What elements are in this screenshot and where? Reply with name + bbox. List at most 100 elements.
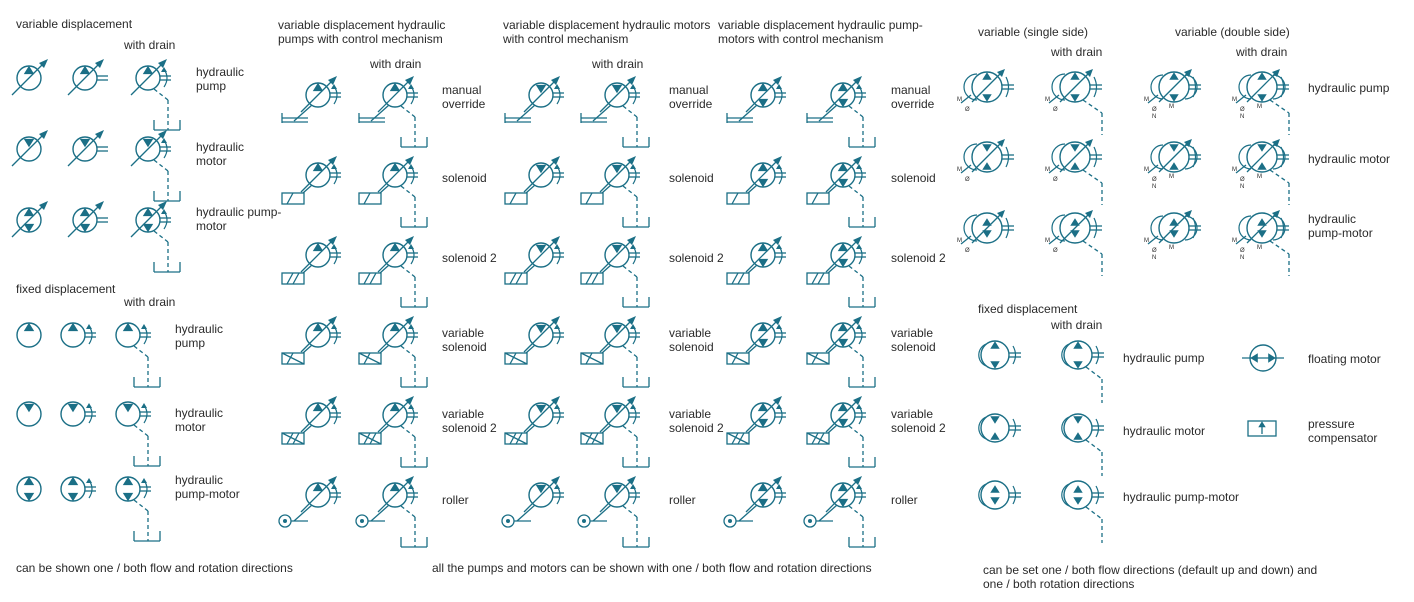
svg-text:M: M	[1169, 245, 1174, 251]
mid-c0-r4-drain-symbol	[358, 396, 428, 468]
left-variable-label-pump: hydraulic pump	[196, 65, 245, 93]
right-fix-r0-c0-symbol	[978, 340, 1021, 370]
left-variable-with-drain: with drain	[124, 38, 176, 52]
right-fixed-with-drain: with drain	[1051, 318, 1103, 332]
left-var-0-drain-symbol	[130, 59, 181, 131]
middle-footnote: all the pumps and motors can be shown wi…	[432, 561, 872, 575]
mid-c0-r3-plain-symbol	[281, 316, 341, 365]
left-var-2-shaft-symbol	[67, 201, 108, 238]
left-fix-1-shaft-symbol	[60, 401, 96, 427]
mid-c2-r1-plain-symbol	[726, 156, 786, 205]
mid-c1-r4-drain-symbol	[580, 396, 650, 468]
mid-c0-r0-plain-symbol	[281, 76, 341, 123]
middle-col1-title: variable displacement hydraulic pumps wi…	[278, 18, 446, 46]
mid-c0-r2-plain-symbol	[281, 236, 341, 285]
left-fix-0-shaft-symbol	[60, 322, 96, 348]
svg-text:Ø: Ø	[1053, 107, 1058, 113]
mid-c2-r4-plain-symbol	[726, 396, 786, 445]
svg-text:N: N	[1240, 255, 1244, 261]
svg-text:Ø: Ø	[1053, 248, 1058, 254]
c3-control-solenoid: solenoid	[891, 171, 936, 185]
c3-control-variable-solenoid2: variable solenoid 2	[891, 407, 946, 435]
mid-c0-r1-plain-symbol	[281, 156, 341, 205]
c1-control-variable-solenoid2: variable solenoid 2	[442, 407, 497, 435]
mid-c1-r3-plain-symbol	[504, 316, 564, 365]
left-var-0-shaft-symbol	[67, 59, 108, 96]
mid-c2-r1-drain-symbol	[806, 156, 876, 228]
svg-text:Ø: Ø	[965, 107, 970, 113]
right-double-heading: variable (double side)	[1175, 25, 1290, 39]
left-variable-label-motor: hydraulic motor	[196, 140, 245, 168]
left-var-2-drain-symbol	[130, 201, 181, 273]
left-fix-2-drain-symbol	[115, 476, 161, 542]
mid-c0-r5-plain-symbol	[278, 476, 341, 528]
right-var-r0-c0-marks: MØ	[957, 97, 970, 113]
mid-c0-r4-plain-symbol	[281, 396, 341, 445]
c3-control-variable-solenoid: variable solenoid	[891, 326, 936, 354]
right-var-r2-c0-symbol	[960, 210, 1014, 245]
mid-c1-r2-plain-symbol	[504, 236, 564, 285]
left-fix-2-plain-symbol	[16, 476, 42, 502]
svg-text:Ø: Ø	[1152, 248, 1157, 254]
right-fixed-label-pump-motor: hydraulic pump-motor	[1123, 490, 1240, 504]
mid-c0-r0-drain-symbol	[358, 76, 428, 148]
c3-control-roller: roller	[891, 493, 918, 507]
svg-text:M: M	[1144, 238, 1149, 244]
mid-c2-r2-plain-symbol	[726, 236, 786, 285]
left-fix-0-plain-symbol	[16, 322, 42, 348]
left-fixed-heading: fixed displacement	[16, 282, 116, 296]
right-double-with-drain: with drain	[1236, 45, 1288, 59]
right-fixed-heading: fixed displacement	[978, 302, 1078, 316]
svg-text:N: N	[1152, 184, 1156, 190]
svg-text:M: M	[1045, 167, 1050, 173]
c2-control-roller: roller	[669, 493, 696, 507]
svg-text:M: M	[1232, 167, 1237, 173]
svg-text:Ø: Ø	[1240, 248, 1245, 254]
svg-text:M: M	[1257, 174, 1262, 180]
right-fix-r2-c1-symbol	[1061, 480, 1104, 543]
left-variable-label-pump-motor: hydraulic pump- motor	[196, 205, 282, 233]
svg-text:M: M	[1169, 104, 1174, 110]
pressure-compensator-label: pressure compensator	[1308, 417, 1378, 445]
svg-text:Ø: Ø	[965, 177, 970, 183]
c2-control-solenoid: solenoid	[669, 171, 714, 185]
floating-motor-symbol	[1242, 344, 1284, 372]
mid-c1-r3-drain-symbol	[580, 316, 650, 388]
right-fix-r2-c0-symbol	[978, 480, 1021, 510]
right-var-r2-c1-symbol	[1048, 210, 1103, 276]
right-var-r2-c0-marks: MØ	[957, 238, 970, 254]
right-var-r2-c3-symbol	[1235, 210, 1290, 276]
c3-control-manual: manual override	[891, 83, 935, 111]
left-footnote: can be shown one / both flow and rotatio…	[16, 561, 293, 575]
left-fixed-label-pump: hydraulic pump	[175, 322, 224, 350]
mid-c2-r4-drain-symbol	[806, 396, 876, 468]
right-var-r1-c2-symbol	[1147, 139, 1201, 174]
c1-control-solenoid2: solenoid 2	[442, 251, 497, 265]
right-var-r2-c1-marks: MØ	[1045, 238, 1058, 254]
mid-c1-r5-drain-symbol	[577, 476, 650, 548]
right-var-r2-c2-symbol	[1147, 210, 1201, 245]
mid-c0-r3-drain-symbol	[358, 316, 428, 388]
left-variable-heading: variable displacement	[16, 17, 133, 31]
svg-text:M: M	[1257, 245, 1262, 251]
svg-text:M: M	[957, 238, 962, 244]
right-fix-r1-c1-symbol	[1061, 413, 1104, 476]
middle-col3-title: variable displacement hydraulic pump- mo…	[718, 18, 923, 46]
svg-text:M: M	[957, 167, 962, 173]
left-fixed-label-motor: hydraulic motor	[175, 406, 224, 434]
right-variable-label-pump: hydraulic pump	[1308, 81, 1390, 95]
mid-c2-r0-drain-symbol	[806, 76, 876, 148]
right-var-r0-c0-symbol	[960, 69, 1014, 104]
left-fixed-with-drain: with drain	[124, 295, 176, 309]
svg-text:Ø: Ø	[1053, 177, 1058, 183]
right-footnote: can be set one / both flow directions (d…	[983, 563, 1318, 591]
c3-control-solenoid2: solenoid 2	[891, 251, 946, 265]
svg-text:M: M	[1045, 97, 1050, 103]
right-fix-r1-c0-symbol	[978, 413, 1021, 443]
svg-text:M: M	[1144, 167, 1149, 173]
c2-control-variable-solenoid: variable solenoid	[669, 326, 714, 354]
